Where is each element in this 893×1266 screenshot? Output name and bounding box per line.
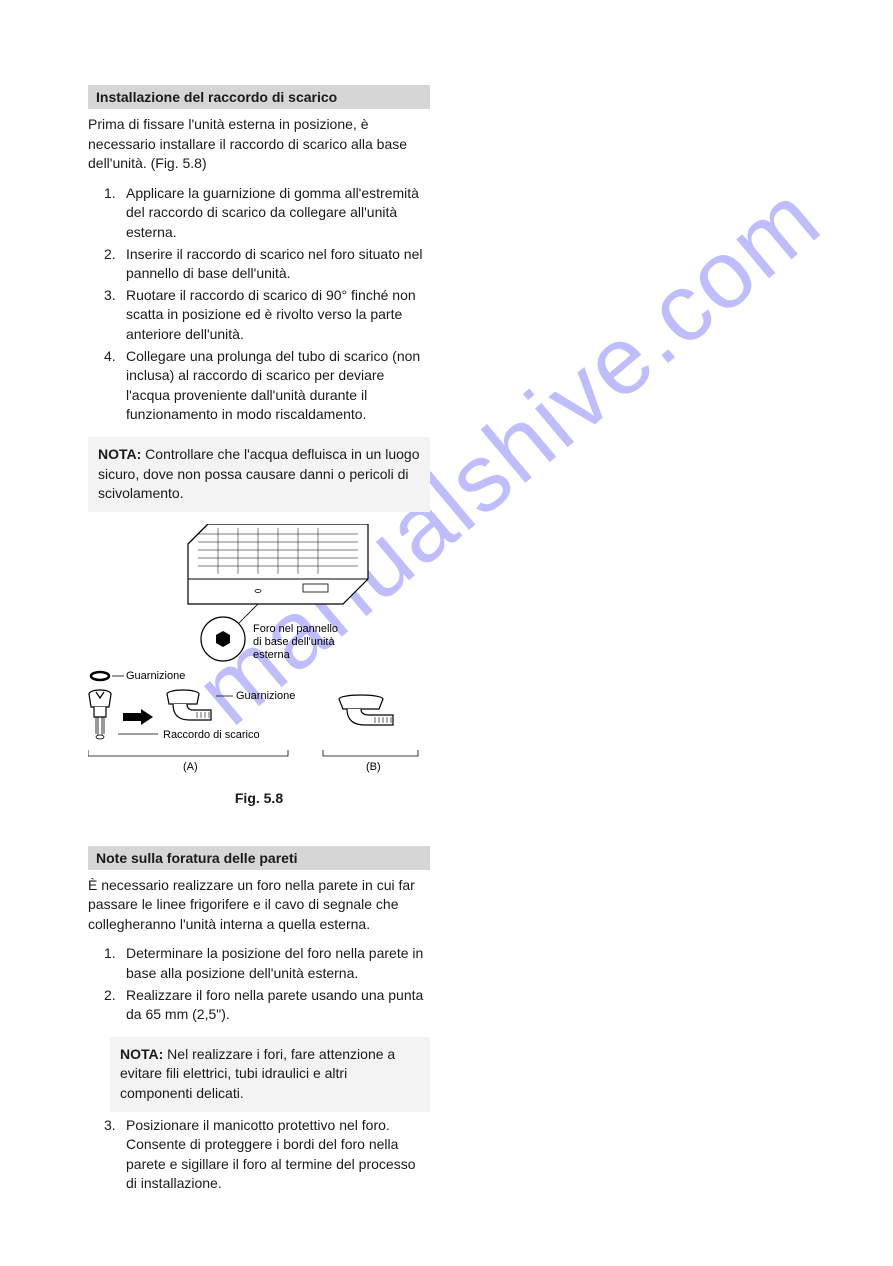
fig-label-gasket2: Guarnizione	[236, 690, 295, 702]
list-num: 3.	[104, 286, 126, 345]
fig-label-drain: Raccordo di scarico	[163, 729, 260, 741]
list-num: 2.	[104, 986, 126, 1025]
figure-container: Foro nel pannello di base dell'unità est…	[88, 524, 430, 806]
list-item: 2. Realizzare il foro nella parete usand…	[104, 986, 430, 1025]
list-text: Determinare la posizione del foro nella …	[126, 944, 430, 983]
fig-label-b: (B)	[366, 761, 381, 773]
note-label: NOTA:	[120, 1046, 163, 1062]
fig-label-hole-1: Foro nel pannello	[253, 623, 338, 635]
note-box-1: NOTA: Controllare che l'acqua defluisca …	[88, 437, 430, 512]
list-num: 3.	[104, 1116, 126, 1194]
list-item: 1. Determinare la posizione del foro nel…	[104, 944, 430, 983]
fig-label-gasket1: Guarnizione	[126, 670, 185, 682]
list-text: Applicare la guarnizione di gomma all'es…	[126, 184, 430, 243]
section1-intro: Prima di fissare l'unità esterna in posi…	[88, 115, 430, 174]
fig-label-a: (A)	[183, 761, 198, 773]
list-text: Realizzare il foro nella parete usando u…	[126, 986, 430, 1025]
section2-list-cont: 3. Posizionare il manicotto protettivo n…	[104, 1116, 430, 1194]
list-item: 4. Collegare una prolunga del tubo di sc…	[104, 347, 430, 425]
note-text: Controllare che l'acqua defluisca in un …	[98, 446, 419, 501]
list-text: Posizionare il manicotto protettivo nel …	[126, 1116, 430, 1194]
section1-header: Installazione del raccordo di scarico	[88, 85, 430, 109]
fig-label-hole-3: esterna	[253, 649, 291, 661]
page-content: Installazione del raccordo di scarico Pr…	[0, 0, 520, 1266]
section2-header: Note sulla foratura delle pareti	[88, 846, 430, 870]
drain-fitting-diagram: Foro nel pannello di base dell'unità est…	[88, 524, 458, 784]
list-text: Collegare una prolunga del tubo di scari…	[126, 347, 430, 425]
list-text: Ruotare il raccordo di scarico di 90° fi…	[126, 286, 430, 345]
section1-list: 1. Applicare la guarnizione di gomma all…	[104, 184, 430, 425]
note-box-2: NOTA: Nel realizzare i fori, fare attenz…	[110, 1037, 430, 1112]
list-text: Inserire il raccordo di scarico nel foro…	[126, 245, 430, 284]
list-item: 2. Inserire il raccordo di scarico nel f…	[104, 245, 430, 284]
list-num: 1.	[104, 184, 126, 243]
section2-intro: È necessario realizzare un foro nella pa…	[88, 876, 430, 935]
note-label: NOTA:	[98, 446, 141, 462]
list-item: 3. Posizionare il manicotto protettivo n…	[104, 1116, 430, 1194]
list-item: 3. Ruotare il raccordo di scarico di 90°…	[104, 286, 430, 345]
list-item: 1. Applicare la guarnizione di gomma all…	[104, 184, 430, 243]
fig-label-hole-2: di base dell'unità	[253, 636, 335, 648]
list-num: 4.	[104, 347, 126, 425]
figure-caption: Fig. 5.8	[88, 790, 430, 806]
section2-list: 1. Determinare la posizione del foro nel…	[104, 944, 430, 1024]
list-num: 2.	[104, 245, 126, 284]
list-num: 1.	[104, 944, 126, 983]
